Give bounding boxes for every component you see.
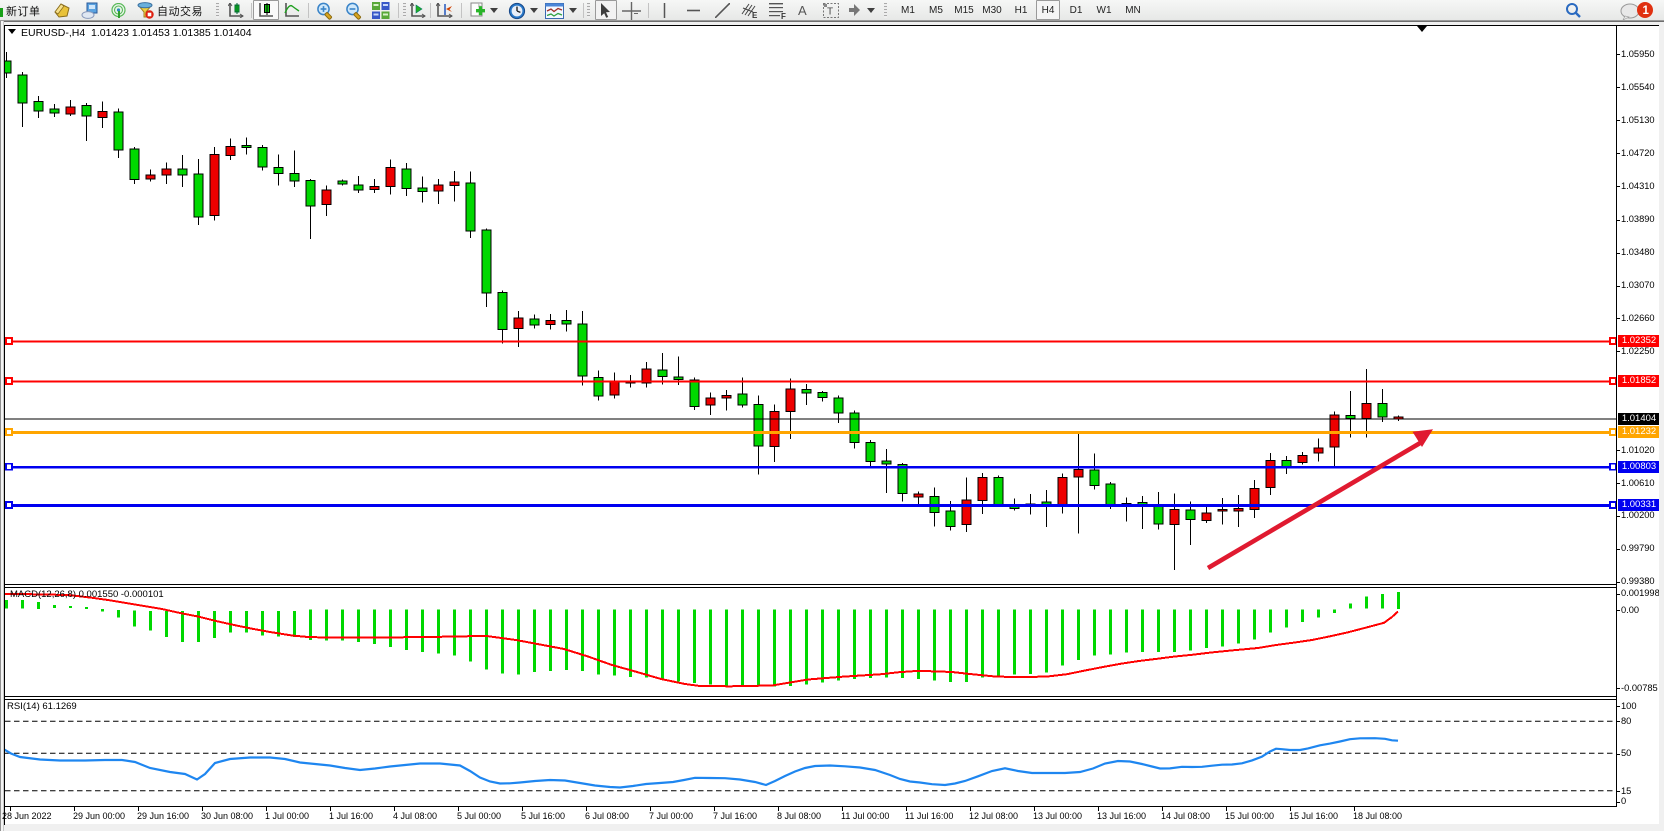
svg-text:1: 1	[1643, 5, 1650, 17]
svg-text:F: F	[781, 12, 786, 20]
svg-text:E: E	[752, 11, 758, 20]
svg-text:T: T	[827, 7, 833, 18]
